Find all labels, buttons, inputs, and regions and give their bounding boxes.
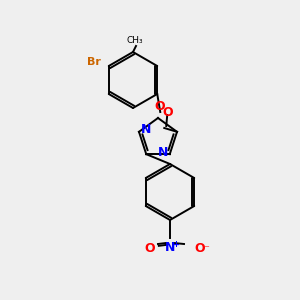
Text: CH₃: CH₃ bbox=[127, 36, 143, 45]
Text: O: O bbox=[145, 242, 155, 254]
Text: O: O bbox=[155, 100, 165, 113]
Text: O: O bbox=[162, 106, 173, 119]
Text: N: N bbox=[165, 241, 175, 254]
Text: N: N bbox=[158, 146, 168, 159]
Text: ⁻: ⁻ bbox=[203, 244, 209, 254]
Text: N: N bbox=[141, 123, 151, 136]
Text: O: O bbox=[194, 242, 205, 254]
Text: +: + bbox=[172, 240, 179, 249]
Text: Br: Br bbox=[87, 57, 101, 67]
